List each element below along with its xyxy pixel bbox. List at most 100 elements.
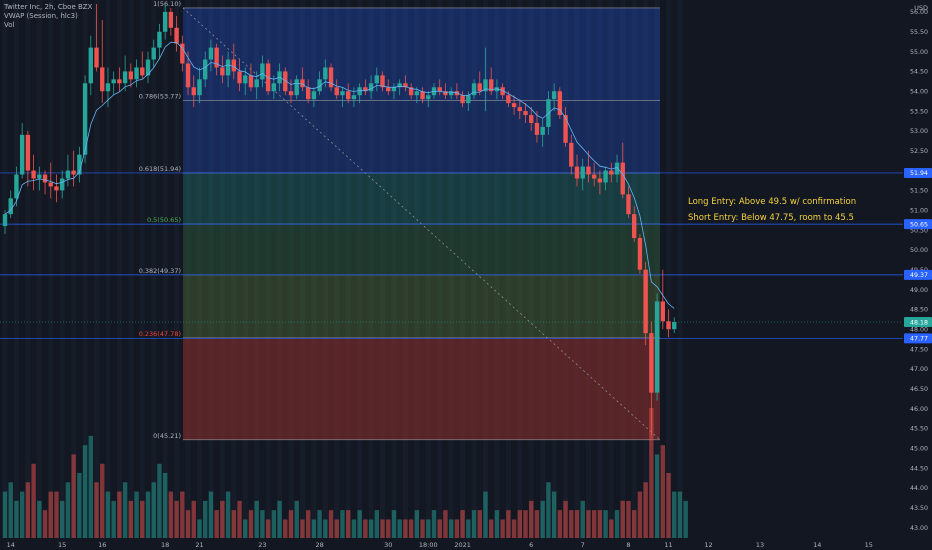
session-stripe (540, 0, 546, 538)
session-stripe (82, 0, 88, 538)
volume-bar (460, 510, 465, 538)
volume-bar (8, 482, 13, 538)
candle-body (48, 182, 53, 187)
price-tick-label: 50.00 (910, 247, 928, 254)
volume-bar (431, 510, 437, 538)
candle-body (140, 67, 145, 76)
volume-bar (643, 482, 648, 538)
session-stripe (654, 0, 660, 538)
candle-body (145, 59, 151, 76)
fib-label: 0.5(50.65) (147, 216, 181, 224)
session-stripe (277, 0, 283, 538)
volume-bar (31, 463, 36, 538)
volume-bar (248, 510, 254, 538)
volume-bar (586, 510, 591, 538)
candle-body (551, 91, 557, 100)
time-tick-label: 8 (626, 541, 630, 549)
candle-body (71, 170, 76, 175)
candle-body (632, 214, 637, 238)
session-stripe (139, 0, 145, 538)
candle-body (328, 67, 334, 88)
time-tick-label: 23 (258, 541, 266, 549)
volume-bar (214, 510, 219, 538)
volume-bar (471, 510, 477, 538)
fib-label: 0.786(53.77) (139, 92, 181, 100)
candle-body (208, 47, 214, 60)
session-stripe (299, 0, 306, 538)
session-stripe (380, 0, 386, 538)
volume-bar (185, 510, 191, 538)
candle-body (368, 83, 374, 92)
time-tick-label: 12 (704, 541, 712, 549)
session-stripe (357, 0, 363, 538)
volume-bar (225, 491, 231, 538)
candle-body (620, 162, 625, 195)
candle-body (260, 63, 265, 80)
session-stripe (196, 0, 203, 538)
volume-bar (609, 519, 614, 538)
time-tick-label: 6 (529, 541, 533, 549)
volume-bar (580, 500, 585, 538)
price-badge (904, 219, 932, 230)
session-stripe (494, 0, 500, 538)
candle-body (477, 83, 482, 92)
volume-bar (265, 519, 271, 538)
candle-body (403, 83, 408, 88)
volume-bar (523, 510, 528, 538)
volume-bar (466, 519, 471, 538)
candle-body (666, 321, 671, 330)
candle-body (88, 47, 93, 84)
fib-zone (183, 172, 660, 225)
volume-bar (408, 519, 414, 538)
volume-bar (208, 491, 214, 538)
session-stripe (631, 0, 637, 538)
volume-bar (128, 500, 134, 538)
session-stripe (563, 0, 569, 538)
volume-bar (88, 435, 93, 538)
candle-body (94, 47, 99, 68)
candle-body (185, 63, 191, 88)
candle-body (8, 198, 13, 215)
currency-label: USD (914, 4, 928, 12)
time-tick-label: 7 (581, 541, 585, 549)
session-stripe (59, 0, 65, 538)
price-badge (904, 167, 932, 178)
symbol-title: Twitter Inc, 2h, Cboe BZX (4, 3, 93, 11)
session-stripe (334, 0, 340, 538)
session-stripe (471, 0, 477, 538)
price-tick-label: 43.00 (910, 525, 928, 532)
fib-zone (183, 100, 660, 173)
session-stripe (185, 0, 191, 538)
candle-body (460, 95, 465, 104)
candle-body (443, 91, 448, 96)
candle-body (31, 170, 36, 179)
volume-bar (140, 500, 145, 538)
candle-body (386, 87, 391, 92)
candle-body (597, 178, 603, 183)
candle-body (283, 71, 288, 92)
candle-body (408, 87, 414, 96)
price-tick-label: 51.50 (910, 188, 928, 195)
candle-body (586, 166, 591, 175)
candle-body (254, 79, 259, 88)
session-stripe (116, 0, 123, 538)
session-stripe (94, 0, 100, 538)
volume-bar (203, 500, 208, 538)
volume-bar (386, 519, 391, 538)
candle-body (134, 67, 139, 80)
session-stripe (528, 0, 534, 538)
candle-body (334, 87, 339, 96)
volume-bar (288, 510, 294, 538)
price-tick-label: 54.00 (910, 89, 928, 96)
volume-bar (506, 510, 511, 538)
session-stripe (368, 0, 374, 538)
time-tick-label: 21 (195, 541, 203, 549)
price-tick-label: 52.50 (910, 148, 928, 155)
volume-bar (162, 473, 168, 538)
session-stripe (574, 0, 580, 538)
volume-bar (597, 510, 603, 538)
candle-body (2, 214, 8, 227)
volume-bar (340, 510, 345, 538)
volume-bar (574, 510, 580, 538)
